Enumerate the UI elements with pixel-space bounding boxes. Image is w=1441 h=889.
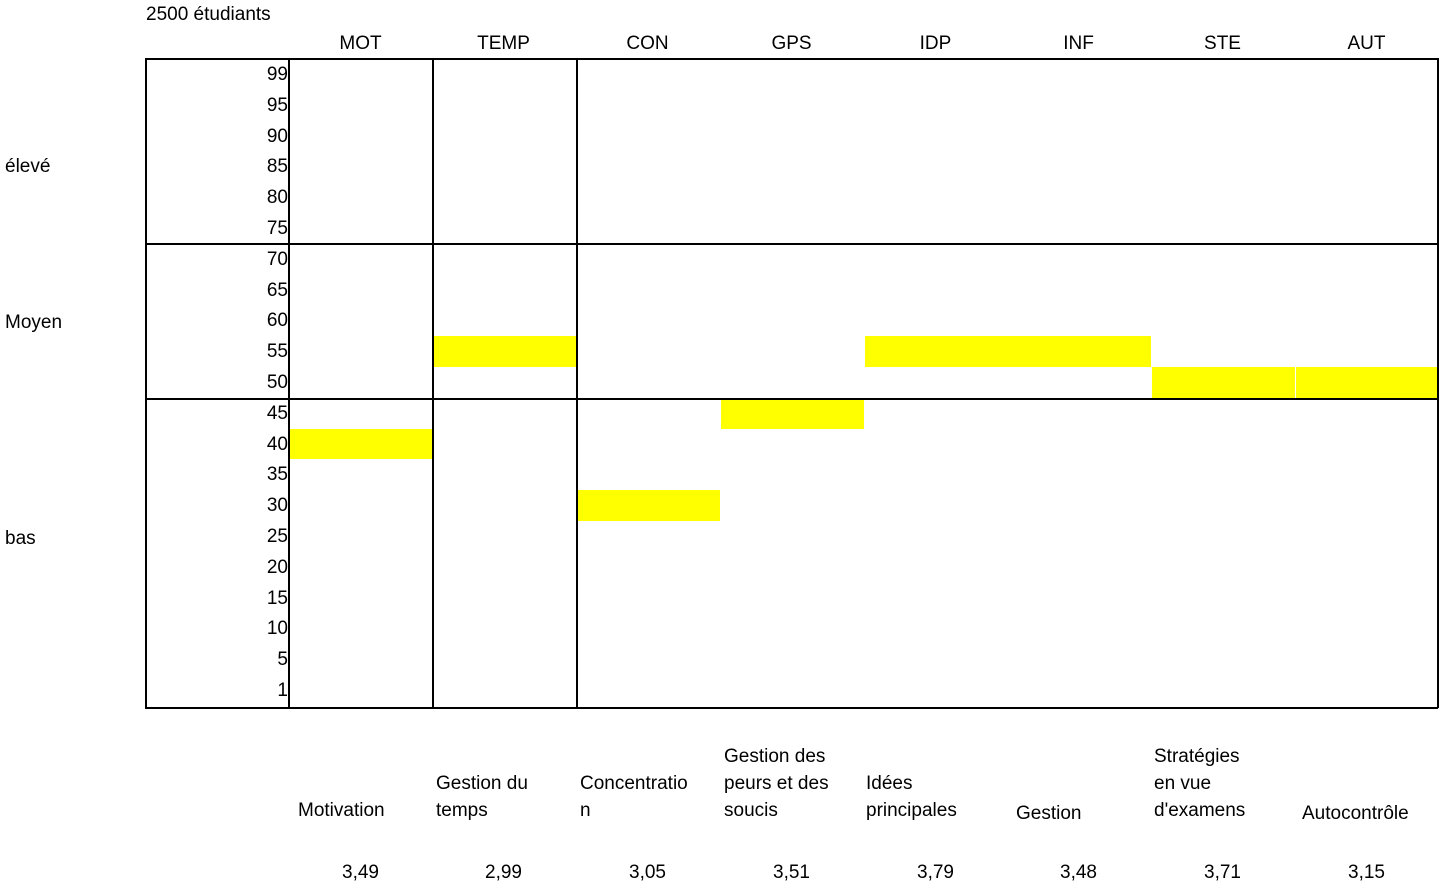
grid-hline-3: [145, 707, 1438, 709]
y-tick-35: 35: [266, 464, 288, 486]
highlight-cell-ste: [1152, 367, 1295, 398]
grid-vline-4: [1437, 58, 1439, 708]
category-code-mot: MOT: [339, 33, 382, 54]
category-code-gps: GPS: [771, 33, 812, 54]
category-code-aut: AUT: [1347, 33, 1386, 54]
category-name-gps: Gestion des peurs et des soucis: [724, 746, 829, 821]
category-code-inf: INF: [1063, 33, 1094, 54]
band-label-low: bas: [5, 528, 36, 549]
y-tick-50: 50: [266, 372, 288, 393]
grid-vline-2: [432, 58, 434, 708]
grid-vline-0: [145, 58, 147, 708]
y-tick-90: 90: [266, 125, 288, 147]
band-label-medium: Moyen: [5, 312, 63, 333]
category-name-temp: Gestion du temps: [436, 773, 528, 821]
y-tick-10: 10: [266, 618, 288, 640]
y-tick-60: 60: [266, 310, 288, 332]
category-name-con: Concentratio n: [580, 773, 688, 821]
grid-vline-3: [576, 58, 578, 708]
highlight-cell-idp: [865, 336, 1008, 367]
y-tick-55: 55: [266, 341, 288, 363]
y-tick-5: 5: [277, 649, 288, 671]
grid-vline-1: [288, 58, 290, 708]
score-temp: 2,99: [485, 862, 522, 883]
y-tick-85: 85: [266, 156, 288, 178]
y-tick-40: 40: [266, 433, 288, 455]
score-idp: 3,79: [917, 862, 954, 883]
y-tick-95: 95: [266, 94, 288, 116]
grid-hline-1: [145, 243, 1438, 245]
y-tick-1: 1: [277, 680, 288, 701]
highlight-cell-gps: [721, 397, 864, 429]
category-code-temp: TEMP: [477, 33, 530, 54]
y-tick-65: 65: [266, 279, 288, 301]
category-name-ste: Stratégies en vue d'examens: [1154, 746, 1246, 821]
y-tick-70: 70: [266, 248, 288, 270]
category-code-ste: STE: [1204, 33, 1241, 54]
category-name-mot: Motivation: [298, 800, 385, 821]
category-code-idp: IDP: [919, 33, 952, 54]
y-tick-30: 30: [266, 495, 288, 517]
category-name-inf: Gestion: [1016, 803, 1082, 824]
band-label-high: élevé: [5, 156, 51, 177]
y-tick-99: 99: [266, 64, 288, 85]
y-tick-45: 45: [266, 402, 288, 424]
y-tick-20: 20: [266, 556, 288, 578]
y-tick-75: 75: [266, 218, 288, 239]
highlight-cell-con: [577, 490, 720, 521]
category-name-idp: Idées principales: [866, 773, 957, 821]
chart-title: 2500 étudiants: [146, 4, 271, 25]
grid-hline-2: [145, 398, 1438, 400]
highlight-cell-inf: [1008, 336, 1151, 367]
y-tick-80: 80: [266, 187, 288, 209]
score-inf: 3,48: [1060, 862, 1097, 883]
category-name-aut: Autocontrôle: [1302, 803, 1409, 824]
highlight-cell-aut: [1296, 367, 1439, 398]
score-gps: 3,51: [773, 862, 810, 883]
score-mot: 3,49: [342, 862, 379, 883]
highlight-cell-temp: [433, 336, 576, 367]
y-tick-25: 25: [266, 526, 288, 547]
grid-hline-0: [145, 58, 1438, 60]
category-code-con: CON: [626, 33, 669, 54]
highlight-cell-mot: [290, 428, 433, 460]
score-ste: 3,71: [1204, 862, 1241, 883]
y-tick-15: 15: [266, 587, 288, 609]
score-aut: 3,15: [1348, 862, 1385, 883]
score-con: 3,05: [629, 862, 666, 883]
